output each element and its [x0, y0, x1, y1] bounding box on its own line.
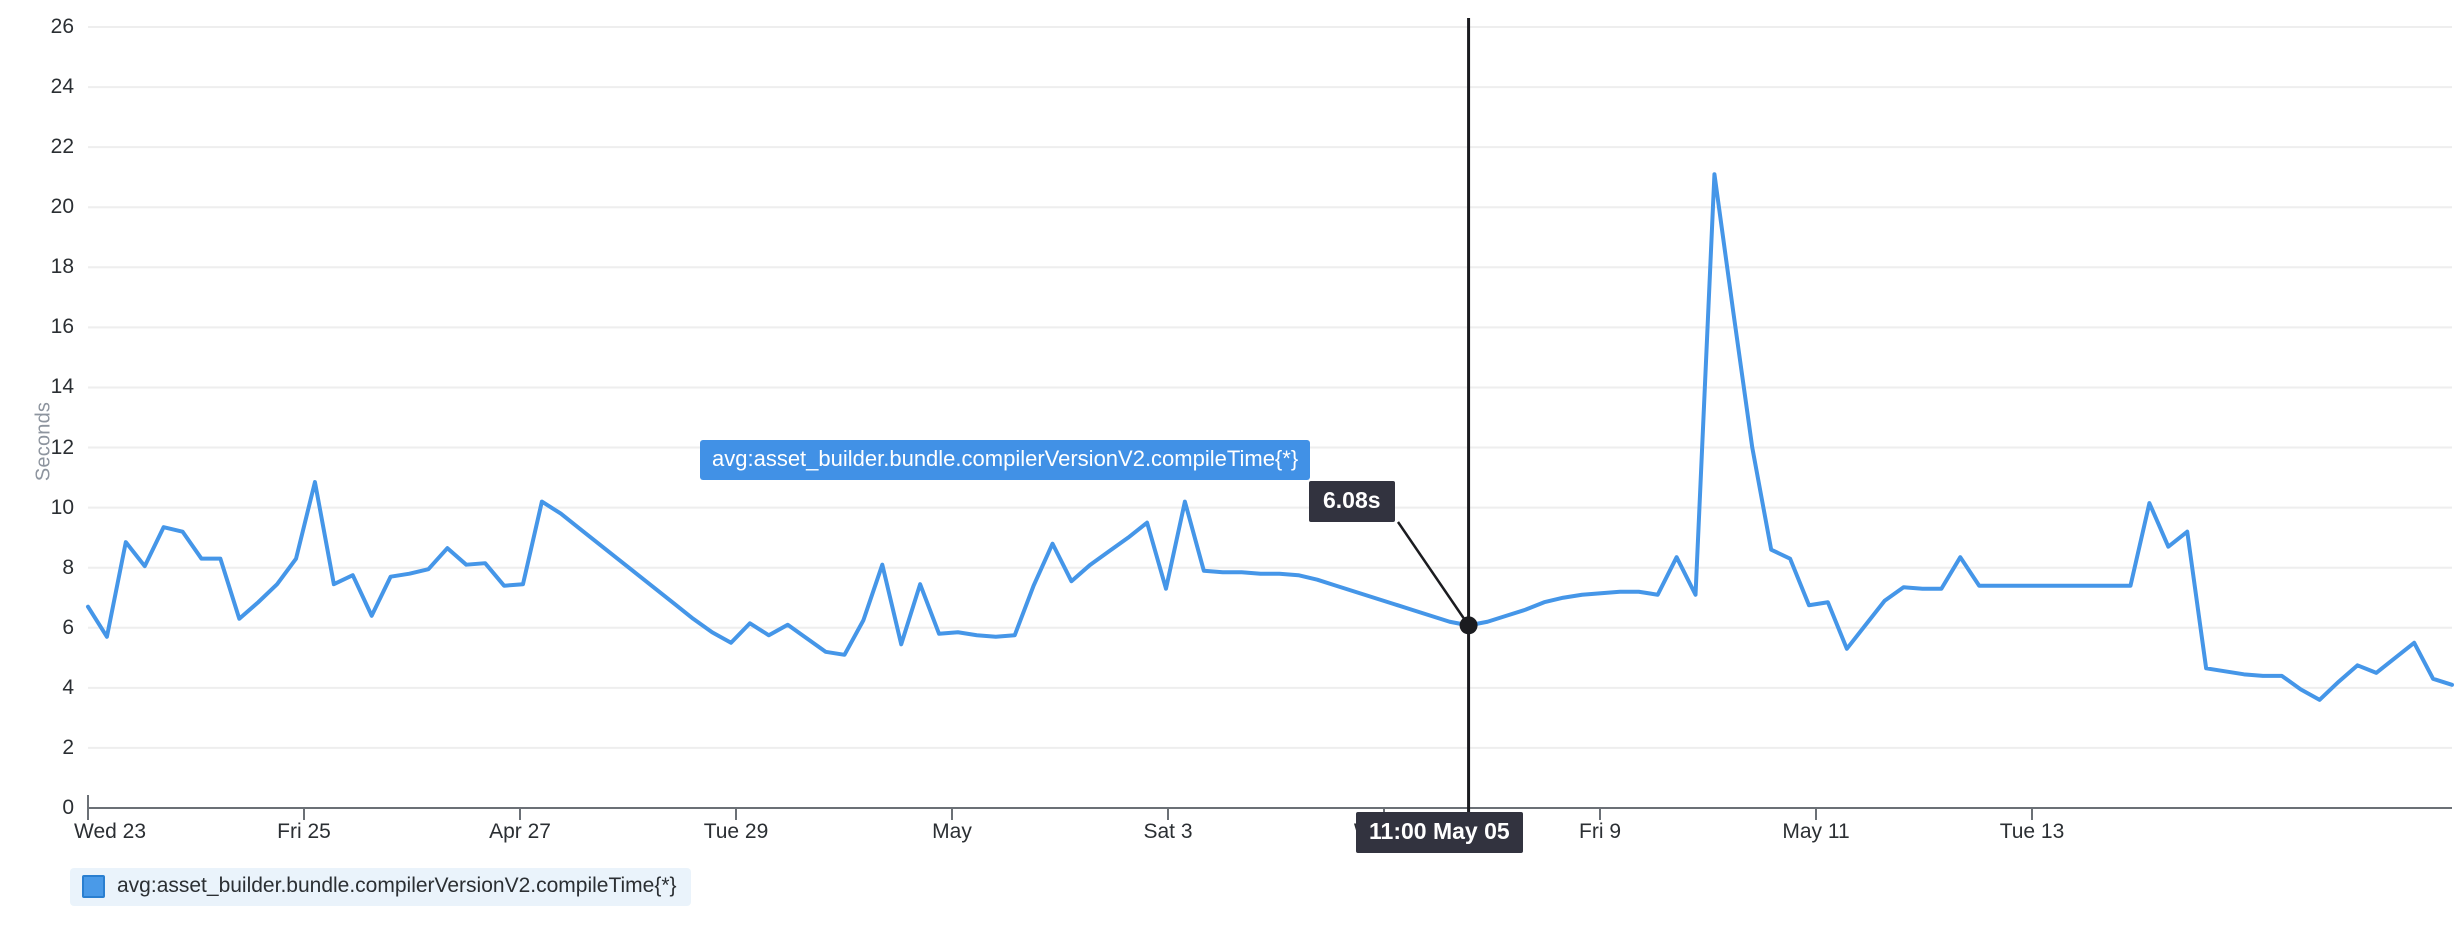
x-tick-label: Sat 3	[1143, 820, 1193, 843]
x-axis-ticks	[87, 808, 2033, 820]
crosshair-date-label: 11:00 May 05	[1356, 812, 1523, 854]
tooltip-value: 6.08s	[1309, 481, 1395, 523]
chart-legend[interactable]: avg:asset_builder.bundle.compilerVersion…	[70, 868, 691, 906]
x-tick-label: Tue 13	[1999, 820, 2065, 843]
x-tick-label: Apr 27	[489, 820, 551, 843]
y-tick-label: 22	[50, 135, 74, 159]
y-tick-label: 0	[62, 796, 74, 819]
tooltip-series-name: avg:asset_builder.bundle.compilerVersion…	[700, 440, 1311, 481]
crosshair-data-point	[1459, 616, 1478, 635]
gridlines	[88, 26, 2452, 749]
y-tick-label: 12	[50, 435, 74, 459]
x-tick-label: May	[932, 820, 972, 843]
x-tick-label: Fri 25	[277, 820, 331, 843]
tooltip-leader-line	[1396, 521, 1470, 627]
y-tick-label: 20	[50, 195, 74, 219]
y-tick-label: 8	[62, 555, 74, 579]
y-tick-label: 18	[50, 255, 74, 279]
x-tick-label: Fri 9	[1579, 820, 1621, 843]
x-tick-label: May 11	[1782, 820, 1850, 843]
y-tick-label: 14	[50, 375, 74, 399]
y-tick-label: 26	[50, 15, 74, 38]
y-tick-label: 24	[50, 75, 74, 99]
y-tick-label: 16	[50, 315, 74, 339]
x-tick-label: Tue 29	[703, 820, 769, 843]
legend-color-swatch	[82, 874, 105, 898]
y-tick-label: 4	[62, 675, 74, 699]
series-line-compiletime[interactable]	[86, 172, 2454, 702]
y-tick-label: 10	[50, 495, 74, 519]
y-tick-label: 2	[62, 735, 74, 759]
y-tick-label: 6	[62, 615, 74, 639]
x-tick-label: Wed 23	[74, 820, 146, 843]
legend-item-label: avg:asset_builder.bundle.compilerVersion…	[117, 874, 677, 897]
